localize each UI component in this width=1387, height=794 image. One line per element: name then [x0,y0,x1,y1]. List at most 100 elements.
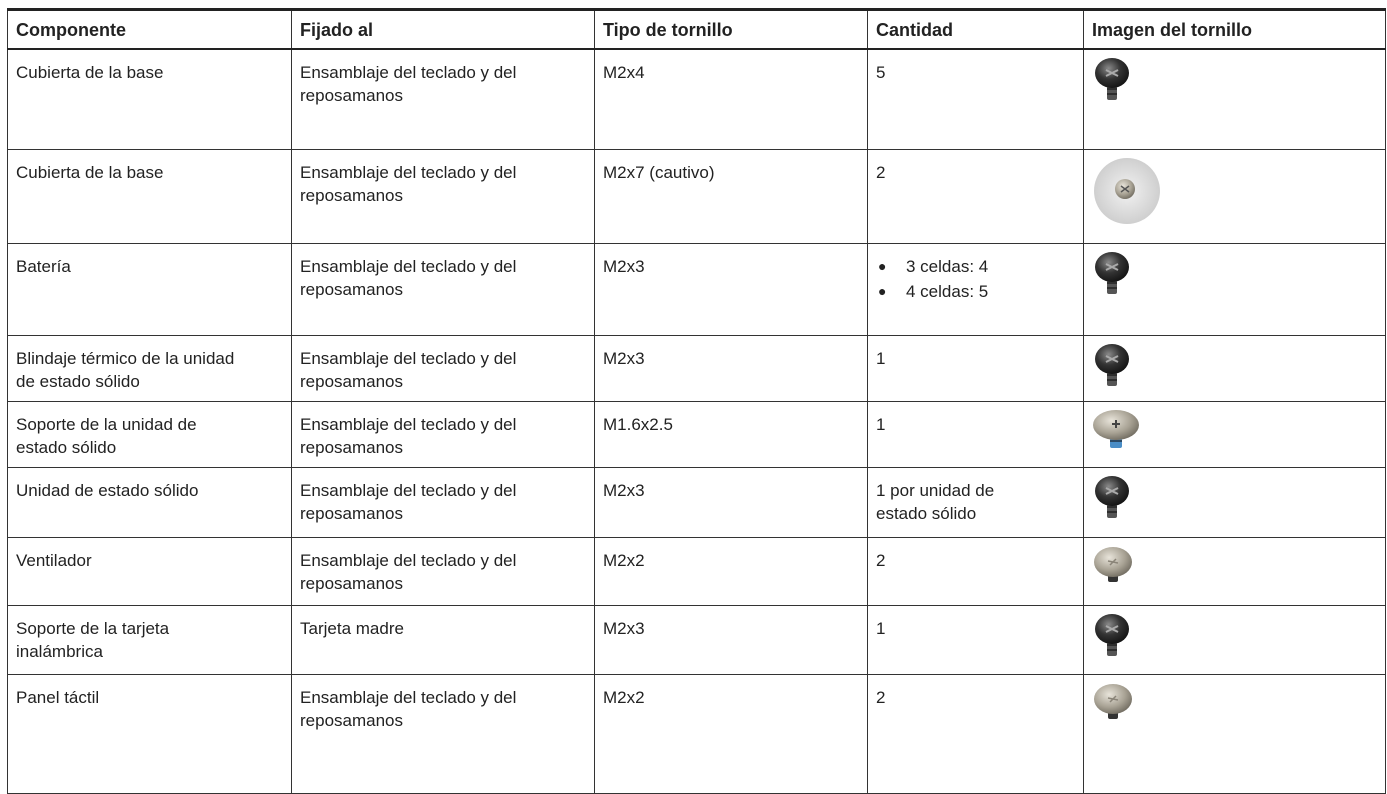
table-row: Blindaje térmico de la unidad de estado … [7,335,1386,402]
cell-text: 1 [876,348,886,368]
table-cell: M2x7 (cautivo) [594,149,868,244]
screw-icon [1094,683,1132,719]
column-header: Cantidad [867,8,1084,50]
cell-text: Tarjeta madre [300,618,404,638]
cell-text: M2x3 [603,348,645,368]
screw-icon [1095,475,1129,518]
table-cell: Ensamblaje del teclado y del reposamanos [291,243,595,336]
table-cell: M2x3 [594,605,868,675]
screw-image-cell [1083,335,1386,402]
column-header: Fijado al [291,8,595,50]
cell-text: Unidad de estado sólido [16,480,199,500]
cell-text: Cubierta de la base [16,63,164,82]
cell-text: Ensamblaje del teclado y del reposamanos [300,550,517,593]
cell-text: M2x3 [603,480,645,500]
table-cell: M2x2 [594,674,868,794]
table-cell: M2x4 [594,49,868,150]
cell-text: 5 [876,63,886,82]
cell-text: Batería [16,256,71,276]
screw-icon [1094,546,1132,582]
screw-image-cell [1083,537,1386,606]
screw-image-cell [1083,605,1386,675]
table-cell: 2 [867,537,1084,606]
cell-text: M2x3 [603,256,645,276]
screw-image-cell [1083,401,1386,468]
screw-icon [1093,409,1139,448]
table-cell: Ensamblaje del teclado y del reposamanos [291,467,595,538]
screw-image-cell [1083,149,1386,244]
cell-text: 2 [876,687,886,707]
column-header: Tipo de tornillo [594,8,868,50]
table-cell: M2x2 [594,537,868,606]
table-cell: Ensamblaje del teclado y del reposamanos [291,537,595,606]
table-cell: M2x3 [594,467,868,538]
screw-icon [1095,58,1129,100]
cell-text: Panel táctil [16,687,100,707]
table-cell: 1 [867,605,1084,675]
cell-text: Ensamblaje del teclado y del reposamanos [300,414,517,457]
cell-text: Blindaje térmico de la unidad de estado … [16,348,235,391]
table-cell: Soporte de la tarjeta inalámbrica [7,605,292,675]
cell-text: Ensamblaje del teclado y del reposamanos [300,480,517,523]
cell-text: M2x2 [603,687,645,707]
table-cell: Ventilador [7,537,292,606]
cell-text: Ventilador [16,550,92,570]
table-row: Cubierta de la base Ensamblaje del teclad… [7,49,1386,150]
cell-text: 2 [876,162,886,182]
cell-text: Ensamblaje del teclado y del reposamanos [300,348,517,391]
table-cell: 1 [867,401,1084,468]
screw-icon [1094,157,1160,224]
column-header: Imagen del tornillo [1083,8,1386,50]
table-row: Ventilador Ensamblaje del teclado y del r… [7,537,1386,606]
cell-text: Ensamblaje del teclado y del reposamanos [300,256,517,299]
cell-text: 1 [876,414,886,434]
table-cell: M2x3 [594,243,868,336]
screw-image-cell [1083,243,1386,336]
table-row: Batería Ensamblaje del teclado y del repo… [7,243,1386,336]
column-header: Componente [7,8,292,50]
cell-text: Ensamblaje del teclado y del reposamanos [300,687,517,730]
screw-image-cell [1083,674,1386,794]
cell-text: M2x7 (cautivo) [603,162,715,182]
table-row: Unidad de estado sólido Ensamblaje del te… [7,467,1386,538]
cell-text: Ensamblaje del teclado y del reposamanos [300,162,517,205]
cell-text: Soporte de la tarjeta inalámbrica [16,618,170,661]
table-cell: Blindaje térmico de la unidad de estado … [7,335,292,402]
screw-image-cell [1083,49,1386,150]
cell-text: Cubierta de la base [16,162,164,182]
table-row: Cubierta de la base Ensamblaje del teclad… [7,149,1386,244]
screw-icon [1095,613,1129,656]
quantity-item: 3 celdas: 4 [876,255,1075,278]
screw-table: Componente Fijado al Tipo de tornillo Canti… [7,8,1386,794]
table-cell: 1 por unidad de estado sólido [867,467,1084,538]
table-cell: Unidad de estado sólido [7,467,292,538]
cell-text: Soporte de la unidad de estado sólido [16,414,197,457]
quantity-item: 4 celdas: 5 [876,280,1075,303]
cell-text: 1 por unidad de estado sólido [876,480,995,523]
table-cell: 2 [867,149,1084,244]
cell-text: M2x2 [603,550,645,570]
table-cell: Soporte de la unidad de estado sólido [7,401,292,468]
table-cell: Ensamblaje del teclado y del reposamanos [291,149,595,244]
table-cell: M2x3 [594,335,868,402]
table-cell: 3 celdas: 44 celdas: 5 [867,243,1084,336]
header-row: Componente Fijado al Tipo de tornillo Canti… [7,8,1386,50]
table-cell: Ensamblaje del teclado y del reposamanos [291,674,595,794]
cell-text: 2 [876,550,886,570]
table-cell: Batería [7,243,292,336]
screw-image-cell [1083,467,1386,538]
table-row: Soporte de la tarjeta inalámbrica Tarjeta… [7,605,1386,675]
table-cell: Panel táctil [7,674,292,794]
table-cell: 2 [867,674,1084,794]
table-cell: Tarjeta madre [291,605,595,675]
cell-text: Ensamblaje del teclado y del reposamanos [300,63,517,105]
table-cell: M1.6x2.5 [594,401,868,468]
cell-text: 1 [876,618,886,638]
table-cell: Ensamblaje del teclado y del reposamanos [291,335,595,402]
cell-text: M2x4 [603,63,645,82]
table-cell: 5 [867,49,1084,150]
table-cell: Ensamblaje del teclado y del reposamanos [291,401,595,468]
table-cell: Cubierta de la base [7,49,292,150]
quantity-list: 3 celdas: 44 celdas: 5 [876,255,1075,303]
